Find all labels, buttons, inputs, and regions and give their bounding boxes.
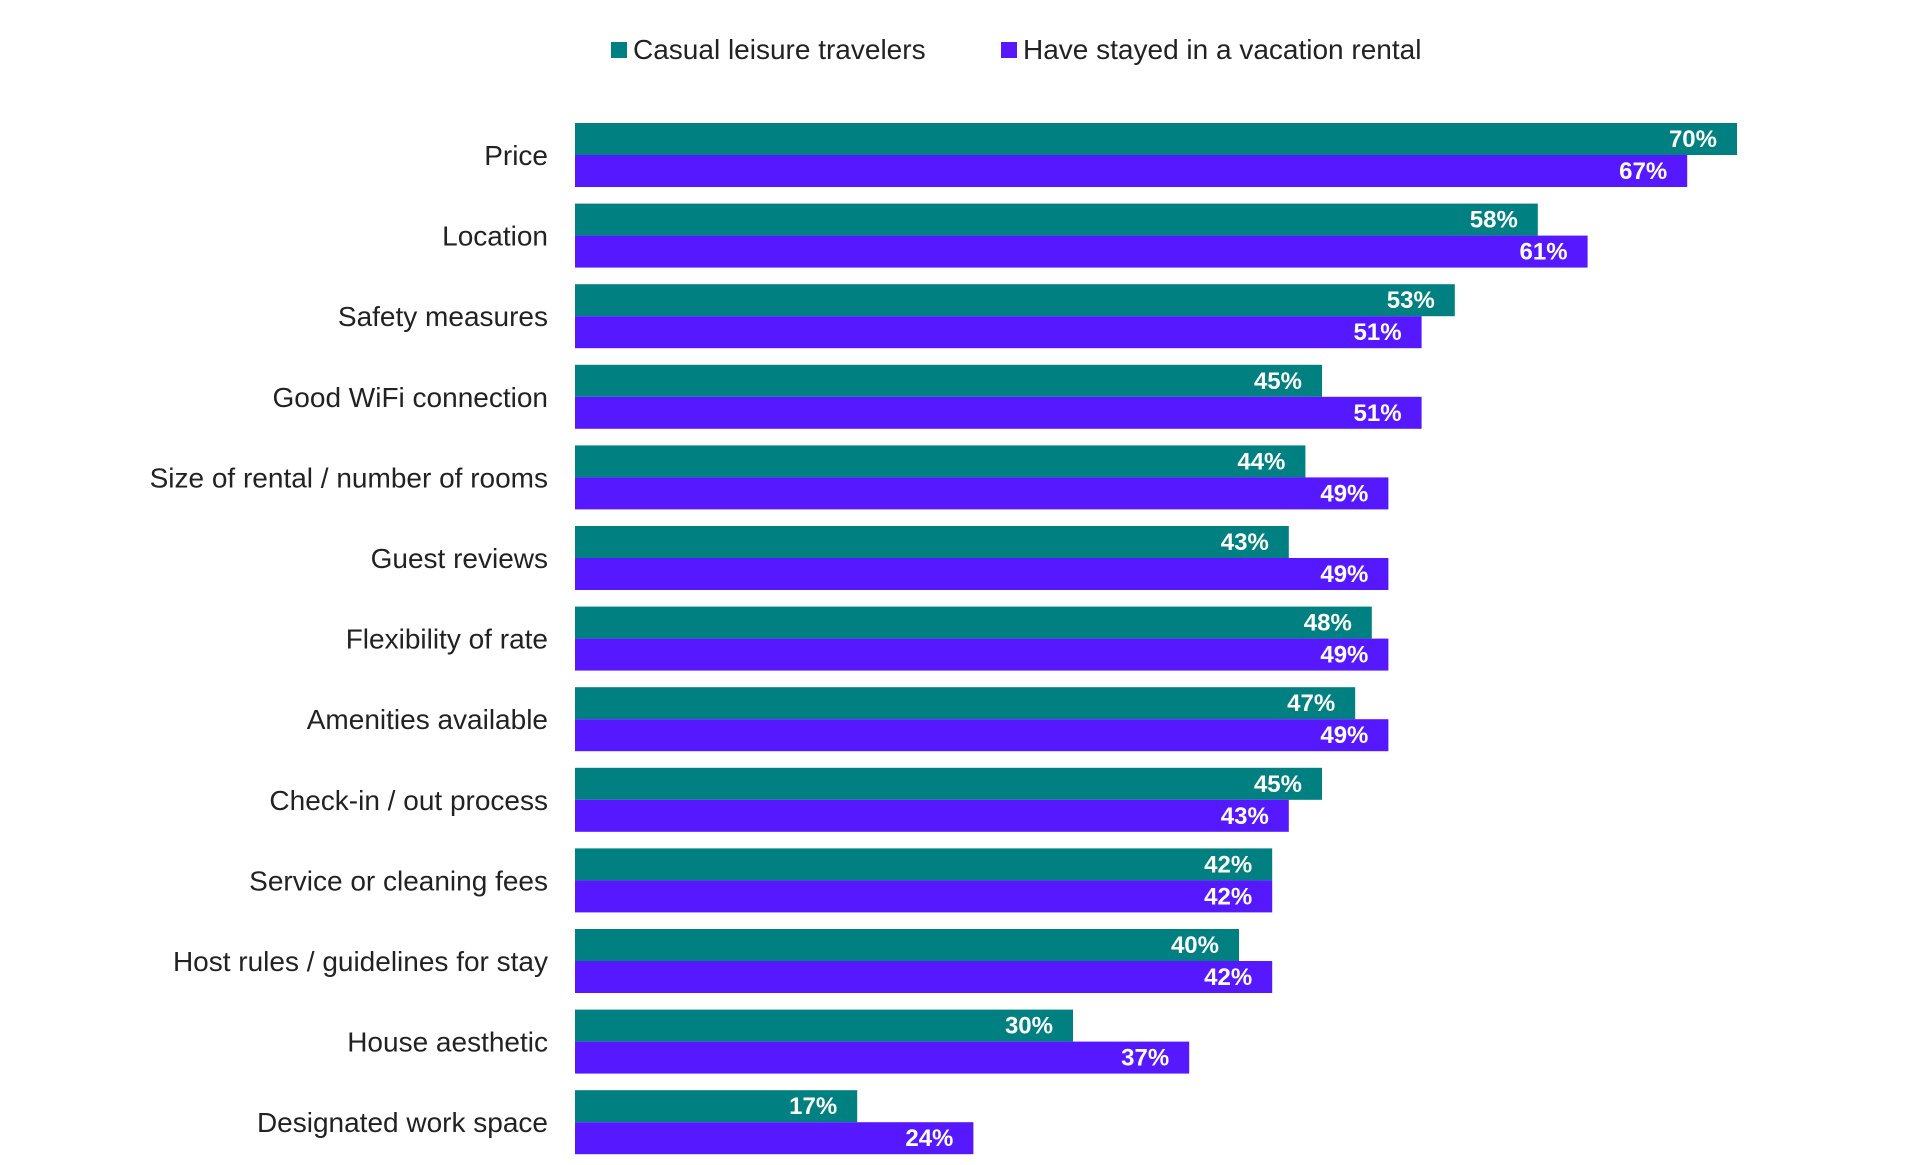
category-label: Location [442, 221, 548, 252]
bar-vacation-rental [575, 316, 1422, 349]
bar-vacation-rental [575, 1041, 1190, 1074]
data-label: 49% [1320, 722, 1368, 749]
bar-casual [575, 929, 1239, 961]
data-label: 43% [1221, 803, 1269, 830]
bar-vacation-rental [575, 155, 1688, 187]
data-label: 49% [1320, 561, 1368, 588]
bar-casual [575, 526, 1289, 558]
data-label: 42% [1204, 883, 1252, 910]
data-label: 45% [1254, 368, 1302, 395]
bar-casual [575, 123, 1737, 155]
bars [575, 123, 1737, 1155]
data-label: 30% [1005, 1013, 1053, 1040]
bar-casual [575, 606, 1372, 639]
category-label: Flexibility of rate [346, 624, 548, 655]
data-label: 45% [1254, 771, 1302, 798]
category-label: Check-in / out process [269, 785, 548, 816]
bar-vacation-rental [575, 396, 1422, 429]
bar-casual [575, 848, 1273, 881]
category-label: Good WiFi connection [273, 382, 548, 413]
data-label: 49% [1320, 480, 1368, 507]
category-label: Service or cleaning fees [249, 865, 548, 896]
data-label: 53% [1387, 287, 1435, 314]
data-label: 40% [1171, 932, 1219, 959]
legend-swatch-0 [611, 42, 627, 58]
bar-vacation-rental [575, 477, 1389, 510]
data-label: 58% [1470, 207, 1518, 234]
category-label: Safety measures [338, 301, 548, 332]
bar-vacation-rental [575, 799, 1289, 832]
bar-vacation-rental [575, 719, 1389, 752]
bar-casual [575, 1090, 858, 1123]
data-label: 70% [1669, 126, 1717, 153]
bar-casual [575, 364, 1322, 397]
category-label: Price [484, 140, 548, 171]
bar-casual [575, 203, 1538, 236]
data-label: 67% [1619, 158, 1667, 185]
data-label: 51% [1354, 319, 1402, 346]
data-label: 61% [1520, 239, 1568, 266]
bar-casual [575, 284, 1455, 317]
bar-vacation-rental [575, 1122, 974, 1155]
data-labels: 70%67% 58%61% 53% 51% 45% 51% 44% 49% 43% 49% 48% 4… [789, 126, 1717, 1152]
data-label: 44% [1237, 448, 1285, 475]
category-label: House aesthetic [347, 1027, 548, 1058]
bar-vacation-rental [575, 235, 1588, 268]
category-labels: Price Location Safety measures Good WiFi co… [150, 140, 548, 1138]
bar-vacation-rental [575, 880, 1273, 913]
category-label: Guest reviews [371, 543, 548, 574]
bar-casual [575, 767, 1322, 800]
category-label: Size of rental / number of rooms [150, 462, 548, 493]
data-label: 49% [1320, 642, 1368, 669]
data-label: 17% [789, 1093, 837, 1120]
bar-casual [575, 1009, 1073, 1042]
bar-casual [575, 445, 1306, 478]
data-label: 51% [1354, 400, 1402, 427]
category-label: Host rules / guidelines for stay [173, 946, 548, 977]
data-label: 47% [1287, 690, 1335, 717]
legend-label-0: Casual leisure travelers [633, 34, 926, 65]
data-label: 42% [1204, 851, 1252, 878]
legend: Casual leisure travelers Have stayed in a… [611, 34, 1421, 65]
legend-label-1: Have stayed in a vacation rental [1023, 34, 1421, 65]
data-label: 42% [1204, 964, 1252, 991]
data-label: 48% [1304, 610, 1352, 637]
data-label: 24% [905, 1125, 953, 1152]
category-label: Designated work space [257, 1107, 548, 1138]
bar-vacation-rental [575, 638, 1389, 671]
category-label: Amenities available [307, 704, 548, 735]
bar-vacation-rental [575, 961, 1273, 993]
bar-casual [575, 687, 1356, 720]
data-label: 37% [1121, 1045, 1169, 1072]
bar-vacation-rental [575, 558, 1389, 590]
data-label: 43% [1221, 529, 1269, 556]
legend-swatch-1 [1001, 42, 1017, 58]
